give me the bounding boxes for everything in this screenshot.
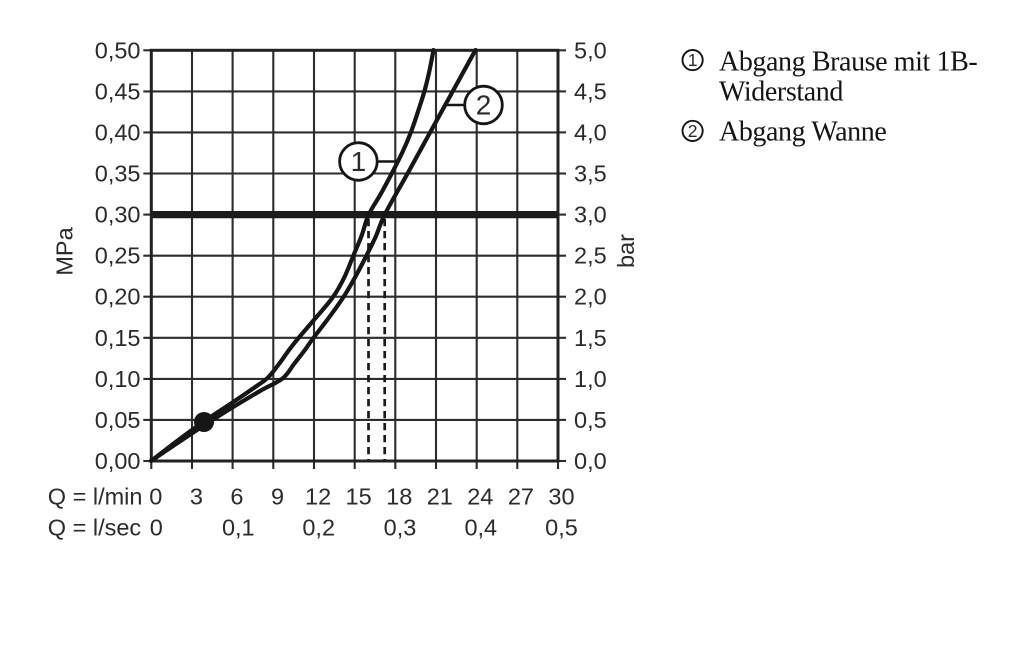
svg-text:0,10: 0,10 — [95, 366, 141, 392]
svg-text:0,35: 0,35 — [95, 161, 141, 187]
svg-text:0,0: 0,0 — [574, 448, 607, 474]
svg-text:bar: bar — [613, 234, 639, 268]
svg-text:1,5: 1,5 — [574, 325, 607, 351]
svg-text:Q = l/sec: Q = l/sec — [48, 515, 142, 541]
svg-text:2: 2 — [476, 90, 492, 121]
svg-text:0,15: 0,15 — [95, 325, 141, 351]
svg-text:Abgang Wanne: Abgang Wanne — [719, 117, 886, 148]
svg-text:Widerstand: Widerstand — [719, 77, 843, 108]
svg-text:0: 0 — [149, 484, 162, 510]
svg-text:0: 0 — [150, 515, 163, 541]
svg-text:0,25: 0,25 — [95, 243, 141, 269]
svg-text:0,00: 0,00 — [95, 448, 141, 474]
svg-text:0,4: 0,4 — [464, 515, 497, 541]
svg-text:1: 1 — [688, 50, 698, 70]
svg-text:6: 6 — [230, 484, 243, 510]
svg-text:15: 15 — [346, 484, 372, 510]
svg-text:1: 1 — [351, 146, 367, 177]
svg-text:0,40: 0,40 — [95, 119, 141, 145]
svg-text:18: 18 — [386, 484, 412, 510]
svg-text:3: 3 — [190, 484, 203, 510]
svg-text:3,5: 3,5 — [574, 161, 607, 187]
svg-text:30: 30 — [548, 484, 574, 510]
svg-text:0,50: 0,50 — [95, 37, 141, 63]
svg-text:MPa: MPa — [52, 226, 78, 275]
svg-text:24: 24 — [467, 484, 493, 510]
svg-text:2,5: 2,5 — [574, 243, 607, 269]
svg-text:Abgang Brause mit 1B-: Abgang Brause mit 1B- — [719, 46, 977, 77]
svg-text:0,3: 0,3 — [384, 515, 417, 541]
svg-text:0,30: 0,30 — [95, 202, 141, 228]
svg-text:1,0: 1,0 — [574, 366, 607, 392]
svg-text:3,0: 3,0 — [574, 202, 607, 228]
svg-text:12: 12 — [305, 484, 331, 510]
svg-text:0,2: 0,2 — [302, 515, 335, 541]
svg-text:5,0: 5,0 — [574, 37, 607, 63]
svg-text:2: 2 — [688, 121, 698, 141]
svg-text:2,0: 2,0 — [574, 284, 607, 310]
svg-text:0,5: 0,5 — [545, 515, 578, 541]
svg-text:0,5: 0,5 — [574, 407, 607, 433]
svg-text:Q = l/min: Q = l/min — [48, 484, 143, 510]
svg-text:21: 21 — [427, 484, 453, 510]
svg-text:9: 9 — [271, 484, 284, 510]
svg-text:4,0: 4,0 — [574, 119, 607, 145]
svg-text:27: 27 — [508, 484, 534, 510]
svg-text:0,20: 0,20 — [95, 284, 141, 310]
svg-text:0,1: 0,1 — [222, 515, 255, 541]
svg-text:4,5: 4,5 — [574, 78, 607, 104]
svg-text:0,05: 0,05 — [95, 407, 141, 433]
svg-text:0,45: 0,45 — [95, 78, 141, 104]
